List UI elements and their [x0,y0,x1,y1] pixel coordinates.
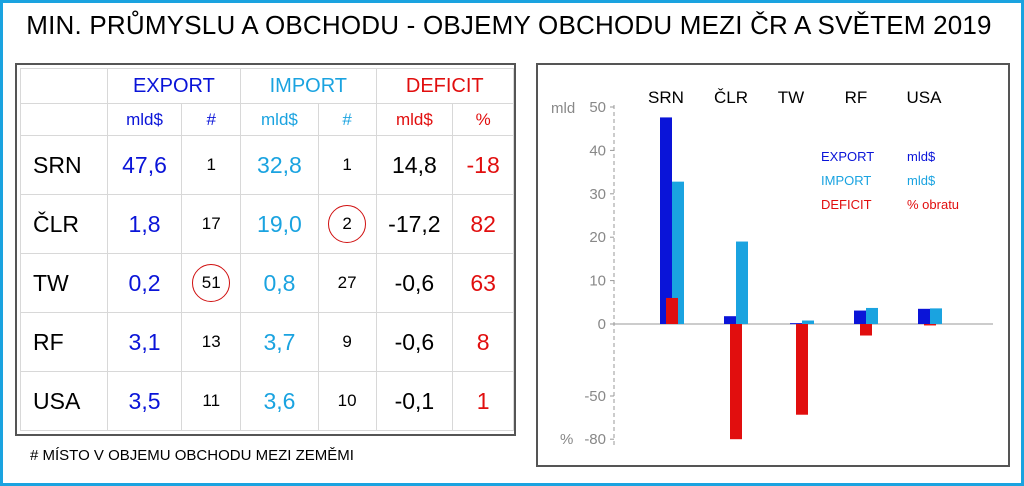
import-value-cell: 0,8 [240,253,319,313]
export-rank-cell: 1 [181,135,242,195]
export-bar [854,310,866,324]
export-rank-cell: 17 [181,194,242,254]
legend-series-name: EXPORT [821,149,874,164]
deficit-value-cell: -0,1 [375,371,454,431]
deficit-pct-cell: 82 [452,194,514,254]
import-rank-cell: 27 [317,253,377,313]
import-bar [802,320,814,324]
category-label: USA [907,88,943,107]
export-value-cell: 47,6 [106,135,183,195]
export-bar [918,308,930,324]
table-row: ČLR 1,8 17 19,0 2 -17,2 82 [20,194,514,254]
y-tick-label: -50 [584,388,606,405]
deficit-pct-cell: 1 [452,371,514,431]
export-bar [660,117,672,324]
import-unit-header: mld$ [240,103,319,136]
deficit-pct-cell: 63 [452,253,514,313]
export-unit-header: mld$ [106,103,183,136]
legend-series-unit: mld$ [907,149,936,164]
legend-series-unit: % obratu [907,197,959,212]
deficit-pct-header: % [452,103,514,136]
export-value-cell: 0,2 [106,253,183,313]
import-rank-cell: 10 [317,371,377,431]
highlight-circle: 51 [192,264,231,302]
country-cell: RF [20,312,108,372]
y-tick-label: 10 [589,273,606,290]
trade-bar-chart: 50 40 30 20 10 0 -50 -80 mld% SRN ČLR TW RF USA EXPORT… [551,88,993,448]
import-value-cell: 19,0 [240,194,319,254]
category-label: TW [778,88,804,107]
deficit-pct-cell: 8 [452,312,514,372]
import-bar [672,181,684,324]
y-tick-label: 20 [589,229,606,246]
table-row: USA 3,5 11 3,6 10 -0,1 1 [20,371,514,431]
export-rank-cell: 13 [181,312,242,372]
category-label: SRN [648,88,684,107]
export-header: EXPORT [106,68,242,104]
footnote: # MÍSTO V OBJEMU OBCHODU MEZI ZEMĚMI [30,447,354,464]
export-value-cell: 3,5 [106,371,183,431]
y-axis-label-top: mld [551,100,575,117]
country-cell: TW [20,253,108,313]
export-value-cell: 1,8 [106,194,183,254]
trade-table: EXPORT IMPORT DEFICIT mld$ # mld$ # mld$… [20,68,515,431]
import-bar [930,308,942,324]
deficit-header: DEFICIT [375,68,515,104]
y-axis-label-bottom: % [560,431,573,448]
import-bar [866,307,878,324]
deficit-value-cell: -0,6 [375,312,454,372]
deficit-unit-header: mld$ [375,103,454,136]
y-tick-label: 40 [589,142,606,159]
export-value-cell: 3,1 [106,312,183,372]
import-value-cell: 3,6 [240,371,319,431]
import-value-cell: 32,8 [240,135,319,195]
legend-series-name: IMPORT [821,173,871,188]
category-label: RF [845,88,868,107]
country-cell: USA [20,371,108,431]
deficit-value-cell: -0,6 [375,253,454,313]
import-bar [736,241,748,324]
page-title: MIN. PRŮMYSLU A OBCHODU - OBJEMY OBCHODU… [26,10,992,40]
table-row: SRN 47,6 1 32,8 1 14,8 -18 [20,135,514,195]
deficit-bar [860,324,872,336]
import-value-cell: 3,7 [240,312,319,372]
deficit-bar [666,297,678,324]
export-rank-header: # [181,103,242,136]
corner-cell [20,103,108,136]
export-rank-cell: 51 [181,253,242,313]
trade-table-panel: EXPORT IMPORT DEFICIT mld$ # mld$ # mld$… [15,63,516,436]
import-rank-cell: 1 [317,135,377,195]
import-rank-header: # [317,103,377,136]
highlight-circle: 2 [328,205,367,243]
export-rank-cell: 11 [181,371,242,431]
import-header: IMPORT [240,68,377,104]
table-row: TW 0,2 51 0,8 27 -0,6 63 [20,253,514,313]
import-rank-cell: 2 [317,194,377,254]
deficit-bar [796,324,808,415]
table-row: RF 3,1 13 3,7 9 -0,6 8 [20,312,514,372]
country-cell: SRN [20,135,108,195]
legend-series-name: DEFICIT [821,197,872,212]
country-cell: ČLR [20,194,108,254]
deficit-value-cell: 14,8 [375,135,454,195]
group-header-row: EXPORT IMPORT DEFICIT [20,68,515,104]
deficit-pct-cell: -18 [452,135,514,195]
import-rank-cell: 9 [317,312,377,372]
y-tick-label: 0 [598,316,606,333]
legend-series-unit: mld$ [907,173,936,188]
export-bar [724,316,736,324]
deficit-bar [730,324,742,440]
y-tick-label: 50 [589,99,606,116]
y-tick-label: 30 [589,186,606,203]
deficit-value-cell: -17,2 [375,194,454,254]
export-bar [790,323,802,325]
deficit-bar [924,324,936,326]
y-tick-label: -80 [584,431,606,448]
unit-header-row: mld$ # mld$ # mld$ % [20,103,514,136]
corner-cell [20,68,108,104]
chart-panel: 50 40 30 20 10 0 -50 -80 mld% SRN ČLR TW RF USA EXPORT… [536,63,1010,467]
category-label: ČLR [714,88,748,107]
